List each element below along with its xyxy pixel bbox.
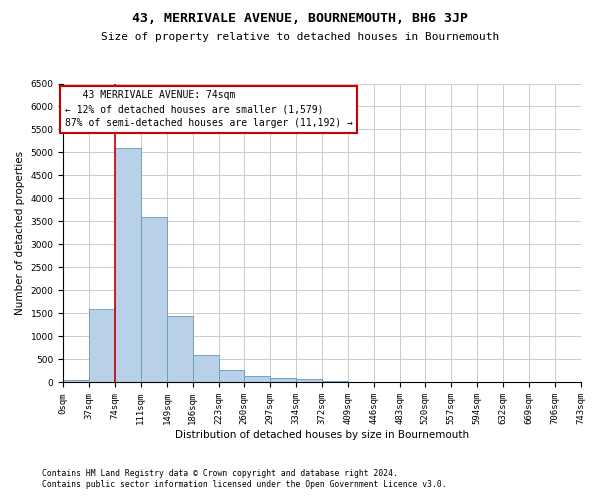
Text: Contains public sector information licensed under the Open Government Licence v3: Contains public sector information licen…	[42, 480, 446, 489]
X-axis label: Distribution of detached houses by size in Bournemouth: Distribution of detached houses by size …	[175, 430, 469, 440]
Bar	[270, 378, 296, 382]
Bar	[63, 380, 89, 382]
Bar	[193, 355, 218, 382]
Bar	[140, 217, 167, 382]
Bar	[244, 376, 270, 382]
Bar	[296, 380, 322, 382]
Bar	[218, 370, 244, 382]
Bar	[89, 309, 115, 382]
Text: 43 MERRIVALE AVENUE: 74sqm
← 12% of detached houses are smaller (1,579)
87% of s: 43 MERRIVALE AVENUE: 74sqm ← 12% of deta…	[65, 90, 353, 128]
Text: Size of property relative to detached houses in Bournemouth: Size of property relative to detached ho…	[101, 32, 499, 42]
Bar	[115, 148, 140, 382]
Text: Contains HM Land Registry data © Crown copyright and database right 2024.: Contains HM Land Registry data © Crown c…	[42, 468, 398, 477]
Bar	[322, 381, 348, 382]
Bar	[167, 316, 193, 382]
Y-axis label: Number of detached properties: Number of detached properties	[15, 151, 25, 315]
Text: 43, MERRIVALE AVENUE, BOURNEMOUTH, BH6 3JP: 43, MERRIVALE AVENUE, BOURNEMOUTH, BH6 3…	[132, 12, 468, 26]
